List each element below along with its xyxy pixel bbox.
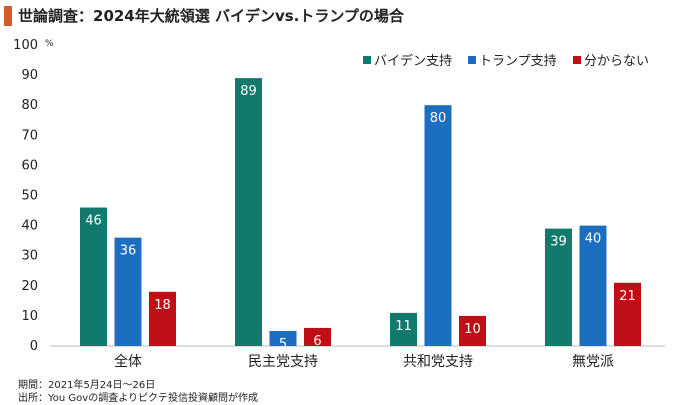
bar (424, 105, 452, 346)
legend-label: バイデン支持 (374, 53, 452, 69)
legend-label: トランプ支持 (479, 54, 557, 69)
legend-swatch (573, 56, 581, 64)
legend-swatch (468, 56, 476, 64)
bar-value-label: 18 (154, 298, 171, 313)
bar-value-label: 36 (120, 244, 137, 259)
bar (545, 228, 572, 346)
footnote-period: 期間：2021年5月24日～26日 (18, 380, 156, 391)
bar (235, 78, 262, 347)
y-unit-label: % (45, 39, 54, 49)
y-tick-label: 30 (21, 249, 38, 264)
footnote-source: 出所：You Govの調査よりピクテ投信投資顧問が作成 (18, 393, 258, 404)
y-tick-label: 90 (21, 68, 38, 83)
bar-value-label: 80 (430, 111, 447, 126)
bar-value-label: 21 (619, 289, 636, 304)
title-accent-bar (4, 6, 12, 26)
bar (304, 327, 331, 346)
bar (459, 315, 486, 346)
chart-title: 世論調査：2024年大統領選 バイデンvs.トランプの場合 (18, 7, 404, 25)
y-tick-label: 0 (30, 339, 38, 354)
bar (390, 312, 417, 346)
bar-value-label: 10 (464, 322, 481, 337)
y-tick-label: 70 (21, 128, 38, 143)
bar-value-label: 6 (313, 334, 321, 349)
y-tick-label: 60 (21, 158, 38, 173)
x-category-label: 民主党支持 (248, 354, 318, 370)
bar-value-label: 46 (85, 214, 102, 229)
bar (269, 330, 297, 346)
bar (614, 282, 641, 346)
x-category-label: 全体 (114, 353, 142, 370)
bar (114, 237, 142, 346)
x-category-label: 無党派 (572, 354, 614, 370)
bar-value-label: 40 (585, 232, 602, 247)
y-tick-label: 80 (21, 98, 38, 113)
legend-swatch (363, 56, 371, 64)
bar (149, 291, 176, 346)
y-tick-label: 20 (21, 279, 38, 294)
y-tick-label: 100 (13, 38, 38, 53)
bar-value-label: 39 (550, 235, 567, 250)
legend-label: 分からない (584, 54, 649, 69)
bar-value-label: 5 (279, 337, 287, 352)
bar (579, 225, 607, 346)
y-tick-label: 50 (21, 189, 38, 204)
bar (80, 207, 107, 346)
bar-value-label: 11 (395, 319, 412, 334)
bar-value-label: 89 (240, 84, 257, 99)
y-tick-label: 10 (21, 309, 38, 324)
x-category-label: 共和党支持 (403, 354, 473, 370)
y-tick-label: 40 (21, 219, 38, 234)
